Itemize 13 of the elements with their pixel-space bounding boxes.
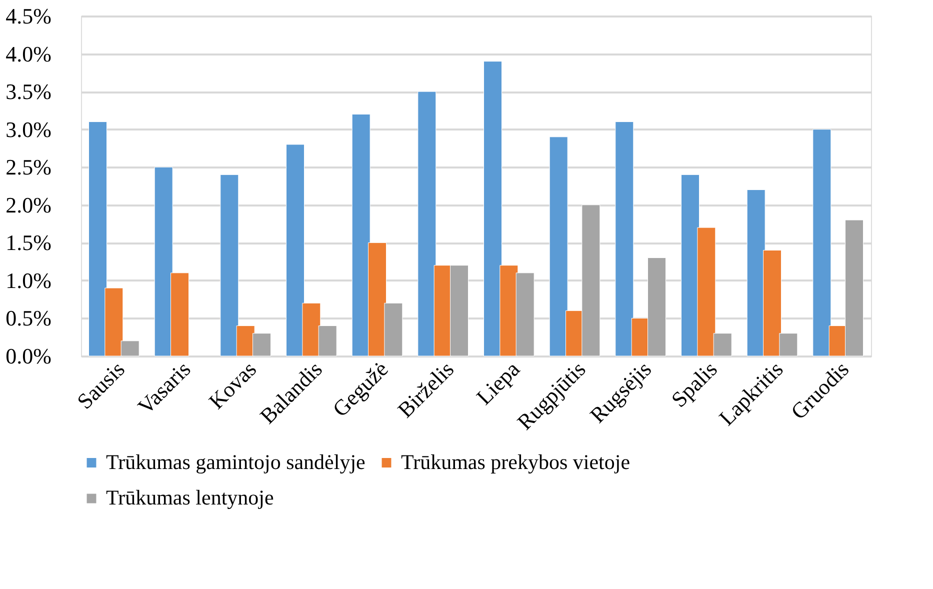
y-tick-label: 4.0% — [6, 41, 52, 66]
y-tick-label: 3.5% — [6, 79, 52, 104]
legend-label: Trūkumas prekybos vietoje — [401, 450, 630, 474]
y-tick-label: 1.0% — [6, 268, 52, 293]
legend-label: Trūkumas lentynoje — [106, 486, 274, 510]
legend-label: Trūkumas gamintojo sandėlyje — [106, 450, 366, 474]
y-tick-label: 2.5% — [6, 154, 52, 180]
y-tick-label: 3.0% — [6, 116, 52, 142]
y-tick-label: 4.5% — [6, 4, 52, 28]
y-tick-label: 1.5% — [6, 230, 52, 256]
y-tick-label: 2.0% — [6, 192, 52, 218]
y-tick-label: 0.0% — [6, 344, 52, 368]
y-tick-label: 0.5% — [6, 306, 52, 331]
